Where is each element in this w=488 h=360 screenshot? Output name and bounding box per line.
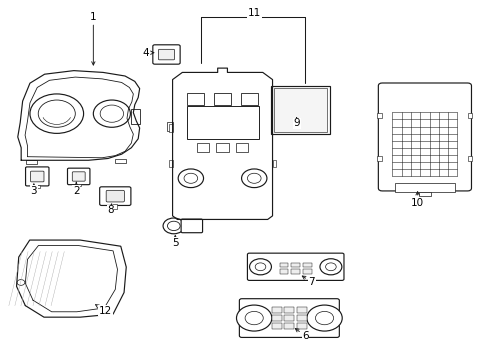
- Bar: [272, 122, 278, 131]
- FancyBboxPatch shape: [25, 167, 49, 186]
- Bar: [467, 113, 471, 118]
- Circle shape: [244, 311, 263, 325]
- FancyBboxPatch shape: [30, 171, 44, 182]
- Text: 12: 12: [95, 305, 112, 316]
- Bar: [186, 93, 203, 105]
- Bar: [297, 323, 306, 329]
- Bar: [216, 143, 228, 152]
- Text: 6: 6: [295, 329, 308, 341]
- Text: 5: 5: [172, 235, 178, 248]
- FancyBboxPatch shape: [378, 83, 470, 191]
- Bar: [303, 263, 311, 267]
- Bar: [115, 159, 126, 163]
- Bar: [297, 307, 306, 314]
- FancyBboxPatch shape: [100, 187, 131, 206]
- Bar: [291, 269, 300, 274]
- FancyBboxPatch shape: [239, 299, 339, 337]
- Bar: [196, 143, 209, 152]
- Circle shape: [306, 305, 342, 331]
- Circle shape: [38, 100, 75, 127]
- Text: 4: 4: [142, 48, 154, 58]
- Bar: [34, 185, 40, 188]
- Bar: [284, 323, 294, 329]
- Bar: [377, 156, 382, 161]
- Bar: [271, 323, 281, 329]
- Circle shape: [255, 263, 265, 271]
- Text: 1: 1: [90, 12, 97, 65]
- Circle shape: [236, 305, 271, 331]
- Text: 7: 7: [302, 276, 314, 287]
- Circle shape: [315, 311, 333, 325]
- Circle shape: [30, 94, 83, 134]
- Bar: [291, 263, 300, 267]
- Bar: [168, 125, 172, 132]
- FancyBboxPatch shape: [181, 219, 202, 233]
- Circle shape: [319, 259, 341, 275]
- Bar: [271, 315, 281, 321]
- Circle shape: [178, 169, 203, 188]
- Bar: [284, 315, 294, 321]
- Text: 8: 8: [107, 204, 114, 216]
- Circle shape: [100, 105, 123, 122]
- Bar: [303, 269, 311, 274]
- FancyBboxPatch shape: [158, 49, 174, 60]
- Bar: [271, 86, 329, 134]
- Text: 9: 9: [293, 118, 299, 128]
- Circle shape: [247, 173, 261, 183]
- Bar: [279, 269, 288, 274]
- Bar: [186, 106, 258, 139]
- Bar: [272, 125, 276, 132]
- Bar: [235, 143, 248, 152]
- Bar: [113, 204, 117, 210]
- Bar: [274, 88, 326, 132]
- Circle shape: [241, 169, 266, 188]
- Bar: [297, 315, 306, 321]
- Circle shape: [167, 221, 180, 230]
- Polygon shape: [172, 68, 272, 220]
- Bar: [418, 192, 430, 196]
- Bar: [271, 307, 281, 314]
- Circle shape: [183, 173, 197, 183]
- Bar: [131, 109, 140, 125]
- Bar: [240, 93, 257, 105]
- Bar: [272, 160, 276, 167]
- Text: 10: 10: [410, 192, 423, 208]
- Bar: [284, 307, 294, 314]
- Bar: [166, 122, 172, 131]
- Circle shape: [325, 263, 336, 271]
- FancyBboxPatch shape: [247, 253, 343, 280]
- Bar: [377, 113, 382, 118]
- Bar: [168, 160, 172, 167]
- FancyBboxPatch shape: [67, 168, 90, 185]
- Text: 3: 3: [30, 184, 37, 196]
- Text: 2: 2: [73, 183, 80, 196]
- Bar: [26, 159, 37, 164]
- Bar: [279, 263, 288, 267]
- Circle shape: [163, 218, 184, 234]
- FancyBboxPatch shape: [153, 45, 180, 64]
- Circle shape: [17, 280, 25, 285]
- FancyBboxPatch shape: [106, 190, 124, 202]
- FancyBboxPatch shape: [72, 172, 85, 181]
- Circle shape: [249, 259, 271, 275]
- Bar: [213, 93, 230, 105]
- Polygon shape: [17, 240, 126, 317]
- Bar: [467, 156, 471, 161]
- Bar: [76, 184, 81, 186]
- Text: 11: 11: [247, 8, 260, 18]
- Circle shape: [93, 100, 130, 127]
- Bar: [394, 183, 454, 192]
